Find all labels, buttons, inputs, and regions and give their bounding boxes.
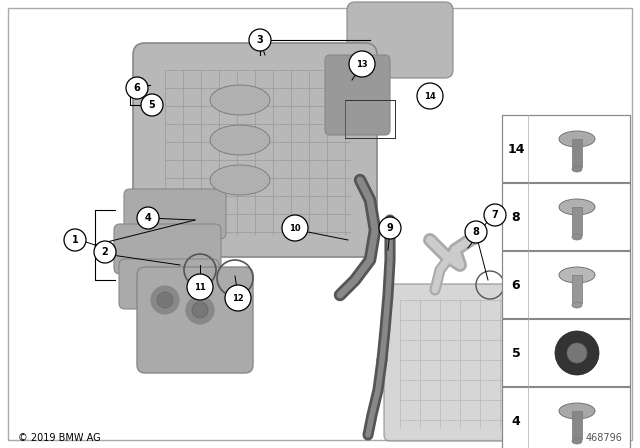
- Ellipse shape: [210, 165, 270, 195]
- Circle shape: [484, 204, 506, 226]
- Bar: [345, 100, 395, 138]
- Text: 14: 14: [508, 142, 525, 155]
- Ellipse shape: [210, 85, 270, 115]
- Circle shape: [225, 285, 251, 311]
- Ellipse shape: [559, 403, 595, 419]
- Ellipse shape: [572, 234, 582, 240]
- Text: © 2019 BMW AG: © 2019 BMW AG: [18, 433, 100, 443]
- Circle shape: [64, 229, 86, 251]
- Bar: [502, 387, 630, 448]
- FancyBboxPatch shape: [133, 43, 377, 257]
- Bar: [502, 115, 630, 182]
- Text: 10: 10: [289, 224, 301, 233]
- FancyBboxPatch shape: [119, 259, 219, 309]
- Bar: [572, 275, 582, 303]
- Text: 8: 8: [512, 211, 520, 224]
- Bar: [502, 183, 630, 250]
- Text: 6: 6: [512, 279, 520, 292]
- Circle shape: [157, 292, 173, 308]
- Ellipse shape: [559, 267, 595, 283]
- Text: 3: 3: [257, 35, 264, 45]
- Text: 7: 7: [492, 210, 499, 220]
- Text: 2: 2: [102, 247, 108, 257]
- Circle shape: [349, 51, 375, 77]
- Text: 468796: 468796: [585, 433, 622, 443]
- Bar: [572, 411, 582, 439]
- Text: 5: 5: [148, 100, 156, 110]
- Circle shape: [465, 221, 487, 243]
- Circle shape: [126, 77, 148, 99]
- FancyBboxPatch shape: [347, 2, 453, 78]
- Ellipse shape: [559, 199, 595, 215]
- FancyBboxPatch shape: [114, 224, 221, 274]
- Ellipse shape: [572, 438, 582, 444]
- Circle shape: [94, 241, 116, 263]
- Text: 4: 4: [511, 414, 520, 427]
- Circle shape: [555, 331, 599, 375]
- Text: 5: 5: [511, 346, 520, 359]
- Circle shape: [192, 302, 208, 318]
- Bar: [572, 207, 582, 235]
- FancyBboxPatch shape: [124, 189, 226, 239]
- Circle shape: [417, 83, 443, 109]
- Bar: [502, 251, 630, 318]
- FancyBboxPatch shape: [137, 267, 253, 373]
- Text: 12: 12: [232, 293, 244, 302]
- FancyBboxPatch shape: [384, 284, 556, 441]
- Circle shape: [137, 207, 159, 229]
- Circle shape: [186, 296, 214, 324]
- Text: 9: 9: [387, 223, 394, 233]
- Bar: [502, 319, 630, 386]
- Ellipse shape: [572, 302, 582, 308]
- Circle shape: [379, 217, 401, 239]
- Circle shape: [141, 94, 163, 116]
- Ellipse shape: [210, 125, 270, 155]
- Circle shape: [249, 29, 271, 51]
- Ellipse shape: [572, 166, 582, 172]
- Text: 6: 6: [134, 83, 140, 93]
- FancyBboxPatch shape: [325, 55, 390, 135]
- Text: 13: 13: [356, 60, 368, 69]
- Bar: [572, 139, 582, 167]
- Circle shape: [151, 286, 179, 314]
- Text: 8: 8: [472, 227, 479, 237]
- Circle shape: [567, 343, 587, 363]
- Ellipse shape: [559, 131, 595, 147]
- Text: 14: 14: [424, 91, 436, 100]
- Circle shape: [282, 215, 308, 241]
- Circle shape: [187, 274, 213, 300]
- Text: 11: 11: [194, 283, 206, 292]
- Text: 4: 4: [145, 213, 152, 223]
- Text: 1: 1: [72, 235, 78, 245]
- Bar: [502, 115, 630, 448]
